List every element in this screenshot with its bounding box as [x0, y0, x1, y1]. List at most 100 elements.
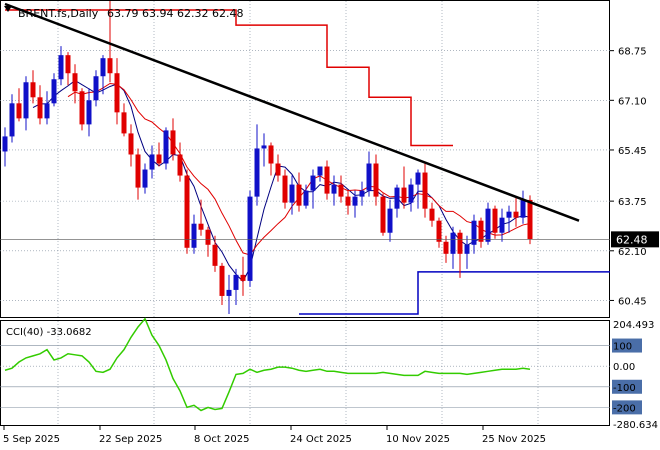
- price-tick-label: 60.45: [618, 296, 647, 307]
- date-label: 5 Sep 2025: [3, 434, 60, 445]
- candle-body: [457, 232, 463, 254]
- candle-body: [499, 217, 505, 233]
- price-axis: 68.75 67.10 65.45 63.75 62.10 60.45 62.48: [0, 47, 659, 307]
- candle-body: [303, 190, 309, 206]
- candle-body: [2, 136, 8, 152]
- candle-body: [317, 166, 323, 176]
- candle-body: [268, 145, 274, 164]
- candle-body: [359, 190, 365, 197]
- candle-body: [485, 208, 491, 242]
- candle-body: [373, 163, 379, 197]
- candle-body: [450, 232, 456, 254]
- candle-body: [240, 274, 246, 281]
- candle-body: [415, 172, 421, 185]
- cci-level-label: 204.493: [613, 320, 654, 331]
- candle-body: [191, 223, 197, 248]
- resistance-line: [5, 9, 453, 147]
- ohlc-readout: 63.79 63.94 62.32 62.48: [107, 7, 243, 20]
- last-price-tag: [611, 231, 659, 248]
- candle-body: [324, 166, 330, 194]
- cci-level-label: -200: [613, 403, 636, 414]
- candle-body: [163, 130, 169, 164]
- candle-body: [79, 91, 85, 125]
- trendline-line: [4, 2, 580, 222]
- cci-level-label: 0.00: [613, 362, 635, 373]
- date-axis: 5 Sep 2025 22 Sep 2025 8 Oct 2025 24 Oct 20…: [3, 426, 546, 445]
- candle-body: [429, 208, 435, 221]
- cci-level-label: -100: [613, 383, 636, 394]
- candle-body: [23, 82, 29, 119]
- support-resistance-lines: [5, 9, 610, 315]
- date-label: 8 Oct 2025: [194, 434, 249, 445]
- candle-body: [408, 184, 414, 203]
- candle-body: [366, 163, 372, 191]
- candle-body: [352, 196, 358, 206]
- trendline: [4, 2, 580, 222]
- candle-body: [44, 103, 50, 119]
- date-label: 10 Nov 2025: [386, 434, 450, 445]
- candle-body: [58, 55, 64, 80]
- candle-body: [471, 220, 477, 245]
- candle-body: [282, 175, 288, 203]
- candle-body: [289, 184, 295, 203]
- candle-body: [51, 79, 57, 104]
- candle-body: [520, 199, 526, 218]
- candle-body: [65, 55, 71, 74]
- candle-body: [247, 196, 253, 281]
- candle-body: [114, 73, 120, 113]
- candle-body: [93, 76, 99, 101]
- date-label: 24 Oct 2025: [290, 434, 352, 445]
- candle-body: [37, 97, 43, 119]
- cci-level-tag: [612, 400, 642, 415]
- candle-body: [331, 184, 337, 194]
- cci-panel: 204.493 100 0.00 -100 -200 -280.634: [0, 317, 658, 431]
- candle-body: [387, 208, 393, 233]
- cci-frame: [0, 320, 610, 426]
- candle-body: [72, 73, 78, 92]
- candle-body: [177, 154, 183, 176]
- candle-body: [527, 199, 533, 240]
- price-tick-label: 68.75: [618, 47, 647, 58]
- cci-level-tag: [612, 338, 642, 353]
- candle-body: [170, 130, 176, 155]
- candle-body: [219, 265, 225, 296]
- price-tick-label: 65.45: [618, 146, 647, 157]
- candle-body: [86, 100, 92, 125]
- candle-body: [205, 229, 211, 245]
- candle-body: [184, 175, 190, 248]
- candle-body: [310, 175, 316, 191]
- candle-body: [275, 163, 281, 176]
- price-tick-label: 67.10: [618, 96, 647, 107]
- candlesticks: [2, 1, 533, 314]
- candle-body: [401, 187, 407, 203]
- candle-body: [16, 103, 22, 119]
- candle-body: [464, 244, 470, 254]
- candle-body: [422, 172, 428, 209]
- candle-body: [156, 154, 162, 164]
- candle-body: [394, 187, 400, 209]
- candle-body: [226, 289, 232, 296]
- candle-body: [478, 220, 484, 242]
- candle-body: [142, 169, 148, 188]
- candle-body: [506, 211, 512, 218]
- date-label: 22 Sep 2025: [99, 434, 162, 445]
- date-label: 25 Nov 2025: [482, 434, 546, 445]
- price-tick-label: 63.75: [618, 197, 647, 208]
- candle-body: [107, 58, 113, 74]
- candle-body: [30, 82, 36, 98]
- candle-body: [149, 154, 155, 170]
- cci-level-label: 100: [613, 342, 632, 353]
- main-frame: [0, 0, 610, 318]
- cci-level-tag: [612, 379, 642, 394]
- symbol-label: BRENT.fs,Daily: [18, 7, 99, 20]
- support-line: [299, 271, 610, 315]
- candle-body: [380, 196, 386, 233]
- last-price-label: 62.48: [616, 233, 648, 246]
- candle-body: [100, 58, 106, 77]
- candle-body: [261, 145, 267, 149]
- cci-level-label: -280.634: [613, 420, 658, 431]
- candle-body: [443, 241, 449, 254]
- candle-body: [121, 112, 127, 134]
- dropdown-icon[interactable]: [4, 6, 12, 12]
